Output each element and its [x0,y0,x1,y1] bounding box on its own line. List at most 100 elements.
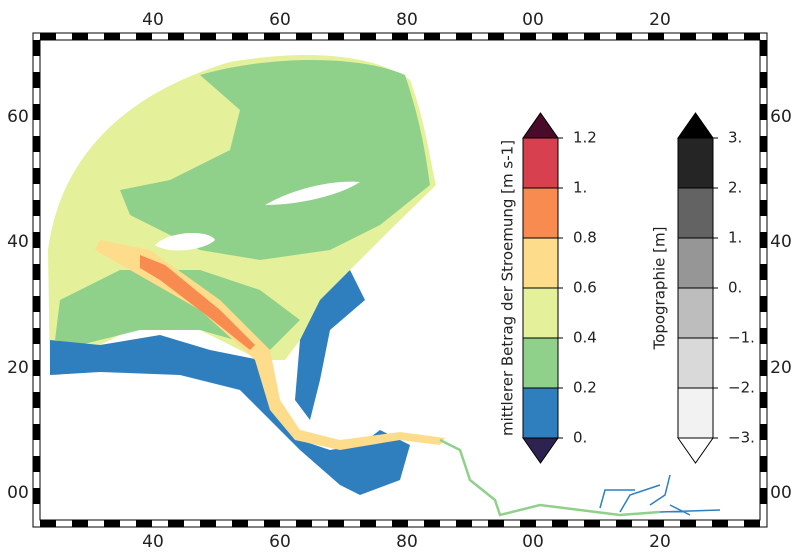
colorbar-under [522,437,559,464]
frame-tick [200,520,216,527]
frame-tick [392,33,408,40]
x-label-top: 80 [396,10,418,30]
frame-tick [552,33,568,40]
frame-tick [680,33,696,40]
frame-tick [33,424,40,440]
y-label-right: 20 [770,358,792,378]
y-label-left: 20 [7,358,29,378]
frame-tick [33,296,40,312]
colorbar-title: Topographie [m] [651,227,669,351]
colorbar-segment [677,237,714,289]
colorbar-segment [522,137,559,189]
frame-tick [328,520,344,527]
frame-tick [328,33,344,40]
frame-tick [680,520,696,527]
colorbar-tick-label: 1. [573,179,587,197]
x-label-top: 40 [142,10,164,30]
frame-tick [760,488,767,504]
colorbar-tick-label: −1. [728,329,755,347]
frame-tick [392,520,408,527]
frame-tick [456,33,472,40]
frame-tick [40,33,56,40]
frame-tick [488,520,504,527]
frame-tick [296,520,312,527]
frame-tick [712,520,728,527]
colorbar-tick-label: 1.2 [573,129,597,147]
y-label-right: 60 [770,107,792,127]
frame-tick [584,520,600,527]
colorbar-tick-label: 0.4 [573,329,597,347]
frame [32,32,768,528]
y-label-right: 00 [770,483,792,503]
frame-tick [760,72,767,88]
shallow-blue-2 [295,270,365,420]
frame-tick [200,33,216,40]
frame-tick [760,200,767,216]
frame-tick [33,392,40,408]
frame-tick [72,33,88,40]
frame-tick [33,360,40,376]
colorbar-segment [677,387,714,439]
colorbar-over [522,112,559,139]
frame-tick [616,33,632,40]
colorbar-segment [522,387,559,439]
frame-tick [424,520,440,527]
x-label-top: 20 [649,10,671,30]
colorbar-tick-label: 0.2 [573,379,597,397]
colorbar-segment [677,337,714,389]
x-label-bottom: 60 [269,532,291,552]
frame-tick [33,104,40,120]
frame-tick [33,488,40,504]
frame-tick [72,520,88,527]
tributaries [599,474,721,516]
frame-tick [232,33,248,40]
island [155,233,215,251]
frame-tick [264,520,280,527]
colorbar-over [677,112,714,139]
frame-tick [584,33,600,40]
frame-tick [760,104,767,120]
frame-tick [424,33,440,40]
colorbar-segment [677,137,714,189]
frame-tick [33,264,40,280]
frame-tick [760,232,767,248]
river [439,438,661,517]
y-label-right: 40 [770,232,792,252]
colorbar-segment [522,287,559,339]
y-label-left: 60 [7,107,29,127]
colorbar-tick-label: −2. [728,379,755,397]
map-area [48,55,721,517]
x-label-bottom: 00 [522,532,544,552]
colorbar-segment [522,337,559,389]
colorbar-tick-label: 2. [728,179,742,197]
frame-tick [744,33,760,40]
colorbar-tick-label: 0. [728,279,742,297]
frame-tick [104,33,120,40]
frame-tick [136,33,152,40]
frame-tick [168,520,184,527]
frame-tick [40,520,56,527]
frame-tick [33,232,40,248]
y-label-left: 40 [7,232,29,252]
colorbar-tick-label: −3. [728,429,755,447]
frame-tick [520,520,536,527]
colorbar-tick-label: 0.8 [573,229,597,247]
island-2 [265,181,360,205]
frame-tick [33,456,40,472]
channel-fast [140,255,255,350]
x-label-bottom: 40 [142,532,164,552]
frame-tick [760,136,767,152]
frame-tick [104,520,120,527]
colorbar-segment [522,187,559,239]
frame-tick [168,33,184,40]
x-label-top: 60 [269,10,291,30]
frame-tick [760,456,767,472]
frame-tick [33,136,40,152]
frame-tick [760,360,767,376]
frame-tick [760,264,767,280]
colorbar-title: mittlerer Betrag der Stroemung [m s-1] [499,140,517,436]
x-label-bottom: 20 [649,532,671,552]
shallow-blue [50,335,410,495]
colorbar-under [677,437,714,464]
